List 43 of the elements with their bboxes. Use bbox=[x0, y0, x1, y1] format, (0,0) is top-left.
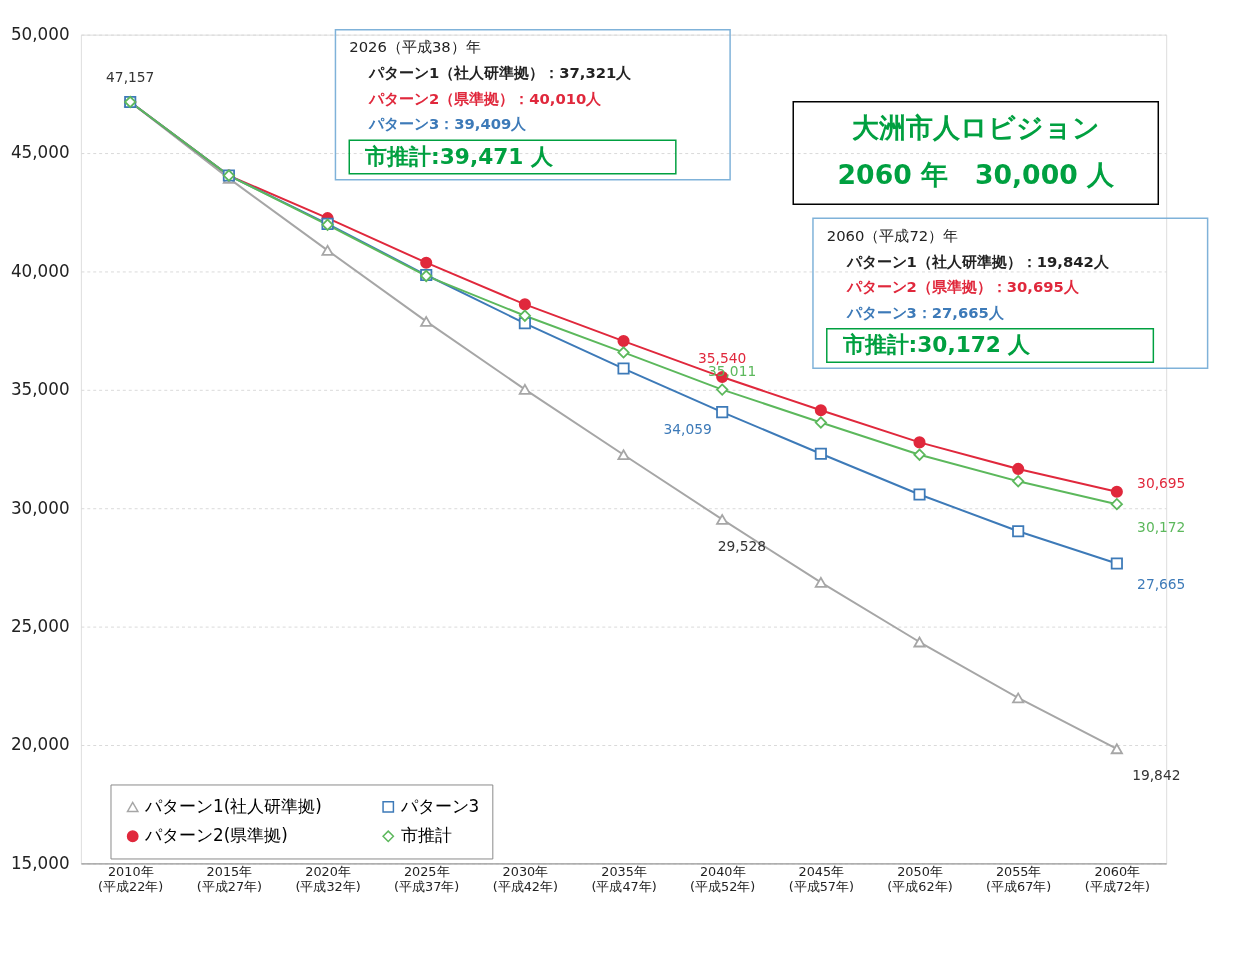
data-label: 30,172 bbox=[1137, 518, 1186, 535]
x-tick-label: 2050年 (平成62年) bbox=[887, 863, 953, 894]
x-tick-label: 2040年 (平成52年) bbox=[690, 863, 756, 894]
legend-label: パターン2(県準拠) bbox=[144, 825, 288, 846]
legend-label: パターン1(社人研準拠) bbox=[144, 795, 322, 816]
x-tick-label: 2035年 (平成47年) bbox=[591, 863, 657, 894]
annotation: 市推計:39,471 人 bbox=[364, 143, 554, 169]
annotation: パターン3：27,665人 bbox=[845, 303, 1005, 321]
annotation: パターン1（社人研準拠）：37,321人 bbox=[367, 64, 633, 82]
annotation: 2060（平成72）年 bbox=[826, 226, 959, 244]
annotation: パターン2（県準拠）：30,695人 bbox=[845, 278, 1080, 296]
x-tick-label: 2020年 (平成32年) bbox=[295, 863, 361, 894]
y-tick-label: 25,000 bbox=[10, 616, 70, 637]
legend-label: パターン3 bbox=[399, 795, 480, 816]
y-tick-label: 20,000 bbox=[10, 734, 70, 755]
y-tick-label: 50,000 bbox=[10, 24, 70, 45]
y-tick-label: 30,000 bbox=[10, 497, 70, 518]
annotation: 大洲市人ロビジョン bbox=[851, 112, 1100, 144]
annotation: パターン1（社人研準拠）：19,842人 bbox=[845, 252, 1110, 270]
data-label: 35,540 bbox=[698, 350, 747, 367]
annotation: パターン3：39,409人 bbox=[367, 115, 528, 133]
x-tick-label: 2045年 (平成57年) bbox=[788, 863, 855, 894]
x-tick-label: 2025年 (平成37年) bbox=[394, 863, 460, 894]
x-tick-label: 2030年 (平成42年) bbox=[492, 863, 559, 894]
data-label: 30,695 bbox=[1137, 474, 1186, 491]
annotation: 2026（平成38）年 bbox=[349, 38, 481, 56]
annotation: パターン2（県準拠）：40,010人 bbox=[367, 89, 603, 107]
x-tick-label: 2060年 (平成72年) bbox=[1084, 863, 1150, 894]
y-tick-label: 45,000 bbox=[10, 142, 70, 163]
data-label: 47,157 bbox=[106, 69, 155, 86]
legend-label: 市推計 bbox=[400, 825, 452, 846]
data-label: 19,842 bbox=[1132, 767, 1181, 784]
annotation: 市推計:30,172 人 bbox=[841, 332, 1032, 358]
x-tick-label: 2015年 (平成27年) bbox=[196, 863, 263, 894]
data-label: 27,665 bbox=[1137, 576, 1186, 593]
annotation: 2060 年 30,000 人 bbox=[837, 158, 1115, 190]
y-tick-label: 35,000 bbox=[10, 379, 70, 400]
x-tick-label: 2055年 (平成67年) bbox=[986, 863, 1052, 894]
data-label: 29,528 bbox=[717, 537, 767, 554]
y-tick-label: 15,000 bbox=[10, 852, 70, 873]
data-label: 34,059 bbox=[663, 420, 712, 437]
y-tick-label: 40,000 bbox=[10, 260, 70, 281]
x-tick-label: 2010年 (平成22年) bbox=[98, 863, 164, 894]
